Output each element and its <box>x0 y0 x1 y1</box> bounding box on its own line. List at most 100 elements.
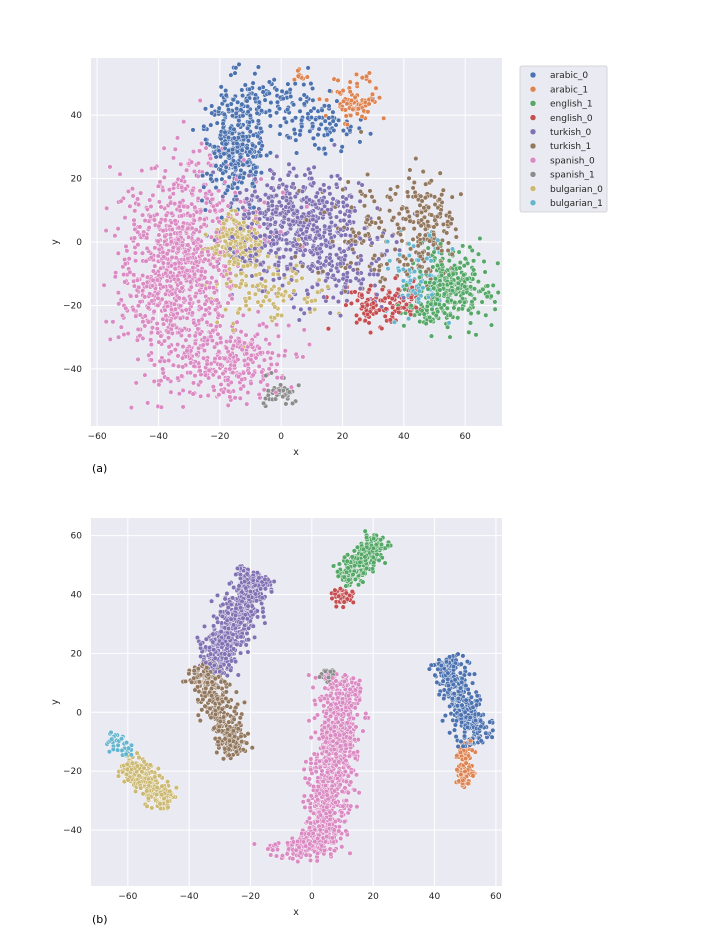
scatter-point <box>365 171 371 178</box>
scatter-point <box>268 355 274 361</box>
scatter-point <box>133 380 139 386</box>
scatter-point <box>253 262 259 268</box>
scatter-point <box>369 97 376 103</box>
legend-label: bulgarian_1 <box>550 199 603 209</box>
scatter-point <box>263 324 270 330</box>
scatter-point <box>250 283 256 289</box>
scatter-point <box>260 89 266 95</box>
scatter-point <box>270 847 276 853</box>
scatter-point <box>178 178 185 184</box>
scatter-point <box>406 252 412 259</box>
scatter-point <box>185 242 191 248</box>
scatter-point <box>240 312 246 318</box>
scatter-point <box>266 297 273 303</box>
scatter-point <box>440 187 446 193</box>
scatter-point <box>317 246 323 252</box>
scatter-point <box>385 266 391 272</box>
scatter-point <box>134 337 140 343</box>
scatter-point <box>284 107 291 113</box>
scatter-point <box>152 245 158 251</box>
scatter-point <box>324 97 330 103</box>
scatter-point <box>265 290 271 296</box>
scatter-point <box>225 402 231 408</box>
scatter-point <box>310 684 316 691</box>
scatter-point <box>348 112 354 119</box>
scatter-point <box>406 267 413 273</box>
scatter-point <box>168 263 174 269</box>
scatter-point <box>406 175 412 181</box>
scatter-point <box>213 369 219 375</box>
scatter-point <box>408 303 414 309</box>
scatter-point <box>260 298 266 304</box>
legend-marker <box>529 128 537 136</box>
scatter-point <box>154 321 160 327</box>
scatter-point <box>369 194 375 200</box>
scatter-point <box>196 298 202 304</box>
x-tick-label: −60 <box>88 432 107 442</box>
scatter-point <box>168 284 174 290</box>
scatter-point <box>216 105 222 111</box>
y-tick-label: 0 <box>76 238 82 248</box>
scatter-point <box>387 208 393 214</box>
scatter-point <box>156 246 162 252</box>
scatter-point <box>245 103 251 109</box>
scatter-point <box>119 312 126 319</box>
scatter-point <box>440 221 446 227</box>
scatter-point <box>225 300 231 306</box>
scatter-point <box>267 167 273 173</box>
scatter-point <box>449 251 455 257</box>
scatter-point <box>234 140 240 147</box>
scatter-point <box>157 358 163 364</box>
scatter-point <box>206 284 213 290</box>
scatter-point <box>158 378 164 384</box>
scatter-point <box>394 221 401 227</box>
scatter-point <box>251 841 257 847</box>
scatter-point <box>471 267 477 273</box>
scatter-point <box>240 133 246 140</box>
scatter-point <box>420 285 426 291</box>
scatter-point <box>241 340 248 346</box>
scatter-point <box>122 279 128 285</box>
scatter-point <box>245 263 251 269</box>
scatter-point <box>415 243 421 249</box>
scatter-point <box>302 775 308 781</box>
scatter-point <box>198 379 204 385</box>
scatter-point <box>163 299 169 306</box>
y-axis-label-a: y <box>50 239 61 245</box>
scatter-point <box>348 97 355 104</box>
scatter-point <box>374 292 380 298</box>
scatter-point <box>327 310 333 316</box>
scatter-point <box>101 282 107 288</box>
scatter-point <box>212 344 218 350</box>
scatter-point <box>450 271 456 277</box>
scatter-point <box>326 185 332 191</box>
scatter-point <box>322 151 328 157</box>
scatter-point <box>371 198 377 204</box>
scatter-point <box>208 155 214 161</box>
scatter-point <box>343 302 349 308</box>
scatter-point <box>292 81 298 87</box>
scatter-point <box>276 106 283 112</box>
scatter-point <box>379 325 385 332</box>
scatter-point <box>233 65 239 71</box>
scatter-point <box>401 323 407 329</box>
scatter-point <box>181 119 187 125</box>
scatter-point <box>336 561 342 567</box>
scatter-point <box>179 285 185 291</box>
scatter-point <box>225 211 232 217</box>
scatter-point <box>439 272 445 278</box>
scatter-point <box>267 113 273 119</box>
scatter-point <box>185 255 191 262</box>
scatter-point <box>214 297 220 303</box>
scatter-point <box>274 153 280 159</box>
scatter-point <box>378 219 384 225</box>
scatter-point <box>125 188 131 194</box>
scatter-point <box>271 77 277 83</box>
scatter-point <box>222 179 228 185</box>
scatter-point <box>399 238 405 244</box>
scatter-point <box>166 358 172 364</box>
scatter-point <box>240 249 246 256</box>
scatter-point <box>201 623 208 629</box>
scatter-point <box>311 180 317 186</box>
scatter-point <box>444 230 450 236</box>
